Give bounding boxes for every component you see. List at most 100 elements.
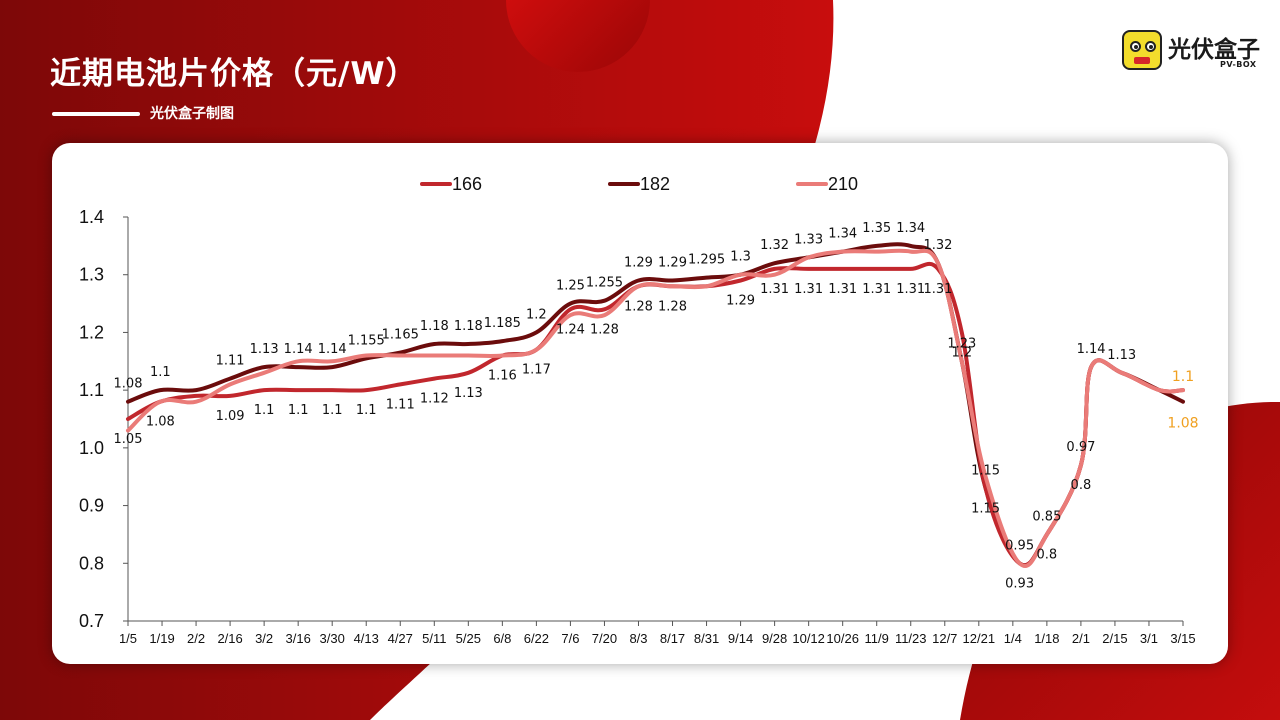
data-label-182: 1.35 (862, 221, 891, 236)
x-tick-label: 1/19 (149, 631, 174, 646)
logo-tagline: PV-BOX (1220, 60, 1257, 69)
data-label-182: 1.32 (760, 238, 789, 253)
x-tick-label: 2/15 (1102, 631, 1127, 646)
data-label-166: 1.31 (794, 282, 823, 297)
data-label-182: 1.18 (454, 319, 483, 334)
x-tick-label: 10/12 (792, 631, 825, 646)
logo-name: 光伏盒子 (1168, 37, 1260, 63)
series-line-210 (126, 248, 1185, 568)
end-label-210: 1.1 (1172, 369, 1194, 385)
data-label-166: 1.05 (114, 432, 143, 447)
brand-logo: 光伏盒子 PV-BOX (1122, 30, 1262, 74)
data-label-182: 1.34 (896, 221, 925, 236)
series-line-182 (126, 242, 1185, 568)
x-tick-label: 6/8 (493, 631, 511, 646)
x-tick-label: 3/16 (286, 631, 311, 646)
x-tick-label: 9/28 (762, 631, 787, 646)
x-tick-label: 5/25 (456, 631, 481, 646)
data-label-166: 1.1 (356, 403, 377, 418)
x-tick-label: 6/22 (524, 631, 549, 646)
series-line-166 (126, 261, 1185, 568)
y-tick-label: 1.1 (79, 380, 104, 400)
legend-label-210: 210 (828, 174, 858, 194)
data-label-166: 1.12 (420, 392, 449, 407)
data-label-182: 1.23 (947, 336, 976, 351)
data-label-182: 0.97 (1066, 440, 1095, 455)
title-underline (52, 112, 140, 116)
x-tick-label: 11/23 (895, 631, 927, 646)
data-label-166: 1.1 (322, 403, 343, 418)
data-label-166: 1.13 (454, 386, 483, 401)
data-label-166: 1.31 (760, 282, 789, 297)
y-tick-label: 0.8 (79, 553, 104, 573)
x-tick-label: 7/20 (592, 631, 617, 646)
x-tick-label: 2/16 (217, 631, 242, 646)
data-label-166: 1.15 (971, 501, 1000, 516)
data-label-182: 1.13 (1107, 348, 1136, 363)
legend-label-182: 182 (640, 174, 670, 194)
data-label-182: 0.85 (1032, 509, 1061, 524)
x-tick-label: 8/3 (629, 631, 647, 646)
data-label-166: 1.28 (658, 299, 687, 314)
data-label-182: 1.15 (971, 463, 1000, 478)
y-tick-label: 1.0 (79, 438, 104, 458)
data-label-166: 1.08 (146, 415, 175, 430)
y-tick-label: 1.2 (79, 322, 104, 342)
page-title: 近期电池片价格（元/W） (50, 56, 418, 92)
data-label-166: 0.8 (1037, 547, 1058, 562)
data-label-182: 1.14 (284, 342, 313, 357)
page-subtitle: 光伏盒子制图 (150, 106, 234, 122)
data-label-182: 1.34 (828, 227, 857, 242)
y-tick-label: 1.3 (79, 265, 104, 285)
legend-label-166: 166 (452, 174, 482, 194)
data-label-182: 1.32 (923, 238, 952, 253)
data-label-166: 1.31 (828, 282, 857, 297)
data-label-182: 1.29 (658, 255, 687, 270)
x-tick-label: 4/13 (354, 631, 379, 646)
data-label-166: 1.2 (951, 345, 972, 360)
x-tick-label: 2/1 (1072, 631, 1090, 646)
x-tick-label: 5/11 (422, 631, 446, 646)
x-tick-label: 11/9 (865, 631, 889, 646)
data-label-182: 1.255 (586, 276, 623, 291)
data-label-182: 1.29 (624, 255, 653, 270)
data-label-182: 1.2 (526, 307, 547, 322)
data-label-166: 1.24 (556, 322, 585, 337)
data-label-182: 1.08 (114, 377, 143, 392)
data-label-182: 1.13 (250, 342, 279, 357)
x-tick-label: 1/5 (119, 631, 137, 646)
data-label-166: 1.16 (488, 369, 517, 384)
data-label-166: 1.28 (590, 322, 619, 337)
data-label-182: 1.1 (150, 365, 171, 380)
y-tick-label: 0.7 (79, 611, 104, 631)
data-label-166: 1.1 (254, 403, 275, 418)
data-label-182: 1.14 (318, 342, 347, 357)
chart-card: 1.4 1.3 1.2 1.1 1.0 0.9 0.8 0.7 1/5 1/19 2/2 2/16 3/… (52, 143, 1228, 664)
data-label-166: 1.31 (923, 282, 952, 297)
box-mascot-icon (1122, 30, 1162, 70)
x-tick-label: 8/31 (694, 631, 719, 646)
data-label-182: 1.3 (730, 250, 751, 265)
data-label-166: 1.09 (216, 409, 245, 424)
data-label-182: 1.155 (348, 333, 385, 348)
data-label-182: 1.14 (1077, 342, 1106, 357)
x-tick-label: 12/7 (932, 631, 957, 646)
x-tick-label: 3/30 (320, 631, 345, 646)
data-label-166: 1.28 (624, 299, 653, 314)
data-label-182: 1.18 (420, 319, 449, 334)
x-tick-label: 10/26 (826, 631, 859, 646)
data-label-166: 1.29 (726, 293, 755, 308)
x-tick-label: 7/6 (561, 631, 579, 646)
data-label-166: 1.17 (522, 363, 551, 378)
data-label-182: 1.165 (382, 328, 419, 343)
y-tick-label: 1.4 (79, 207, 104, 227)
y-tick-label: 0.9 (79, 496, 104, 516)
x-tick-label: 12/21 (963, 631, 996, 646)
background-circle (506, 0, 650, 72)
data-label-166: 1.11 (386, 397, 415, 412)
x-tick-label: 3/1 (1140, 631, 1158, 646)
data-label-166: 1.31 (862, 282, 891, 297)
x-tick-label: 8/17 (660, 631, 685, 646)
price-line-chart: 1.4 1.3 1.2 1.1 1.0 0.9 0.8 0.7 1/5 1/19 2/2 2/16 3/… (79, 174, 1199, 646)
x-tick-label: 9/14 (728, 631, 753, 646)
